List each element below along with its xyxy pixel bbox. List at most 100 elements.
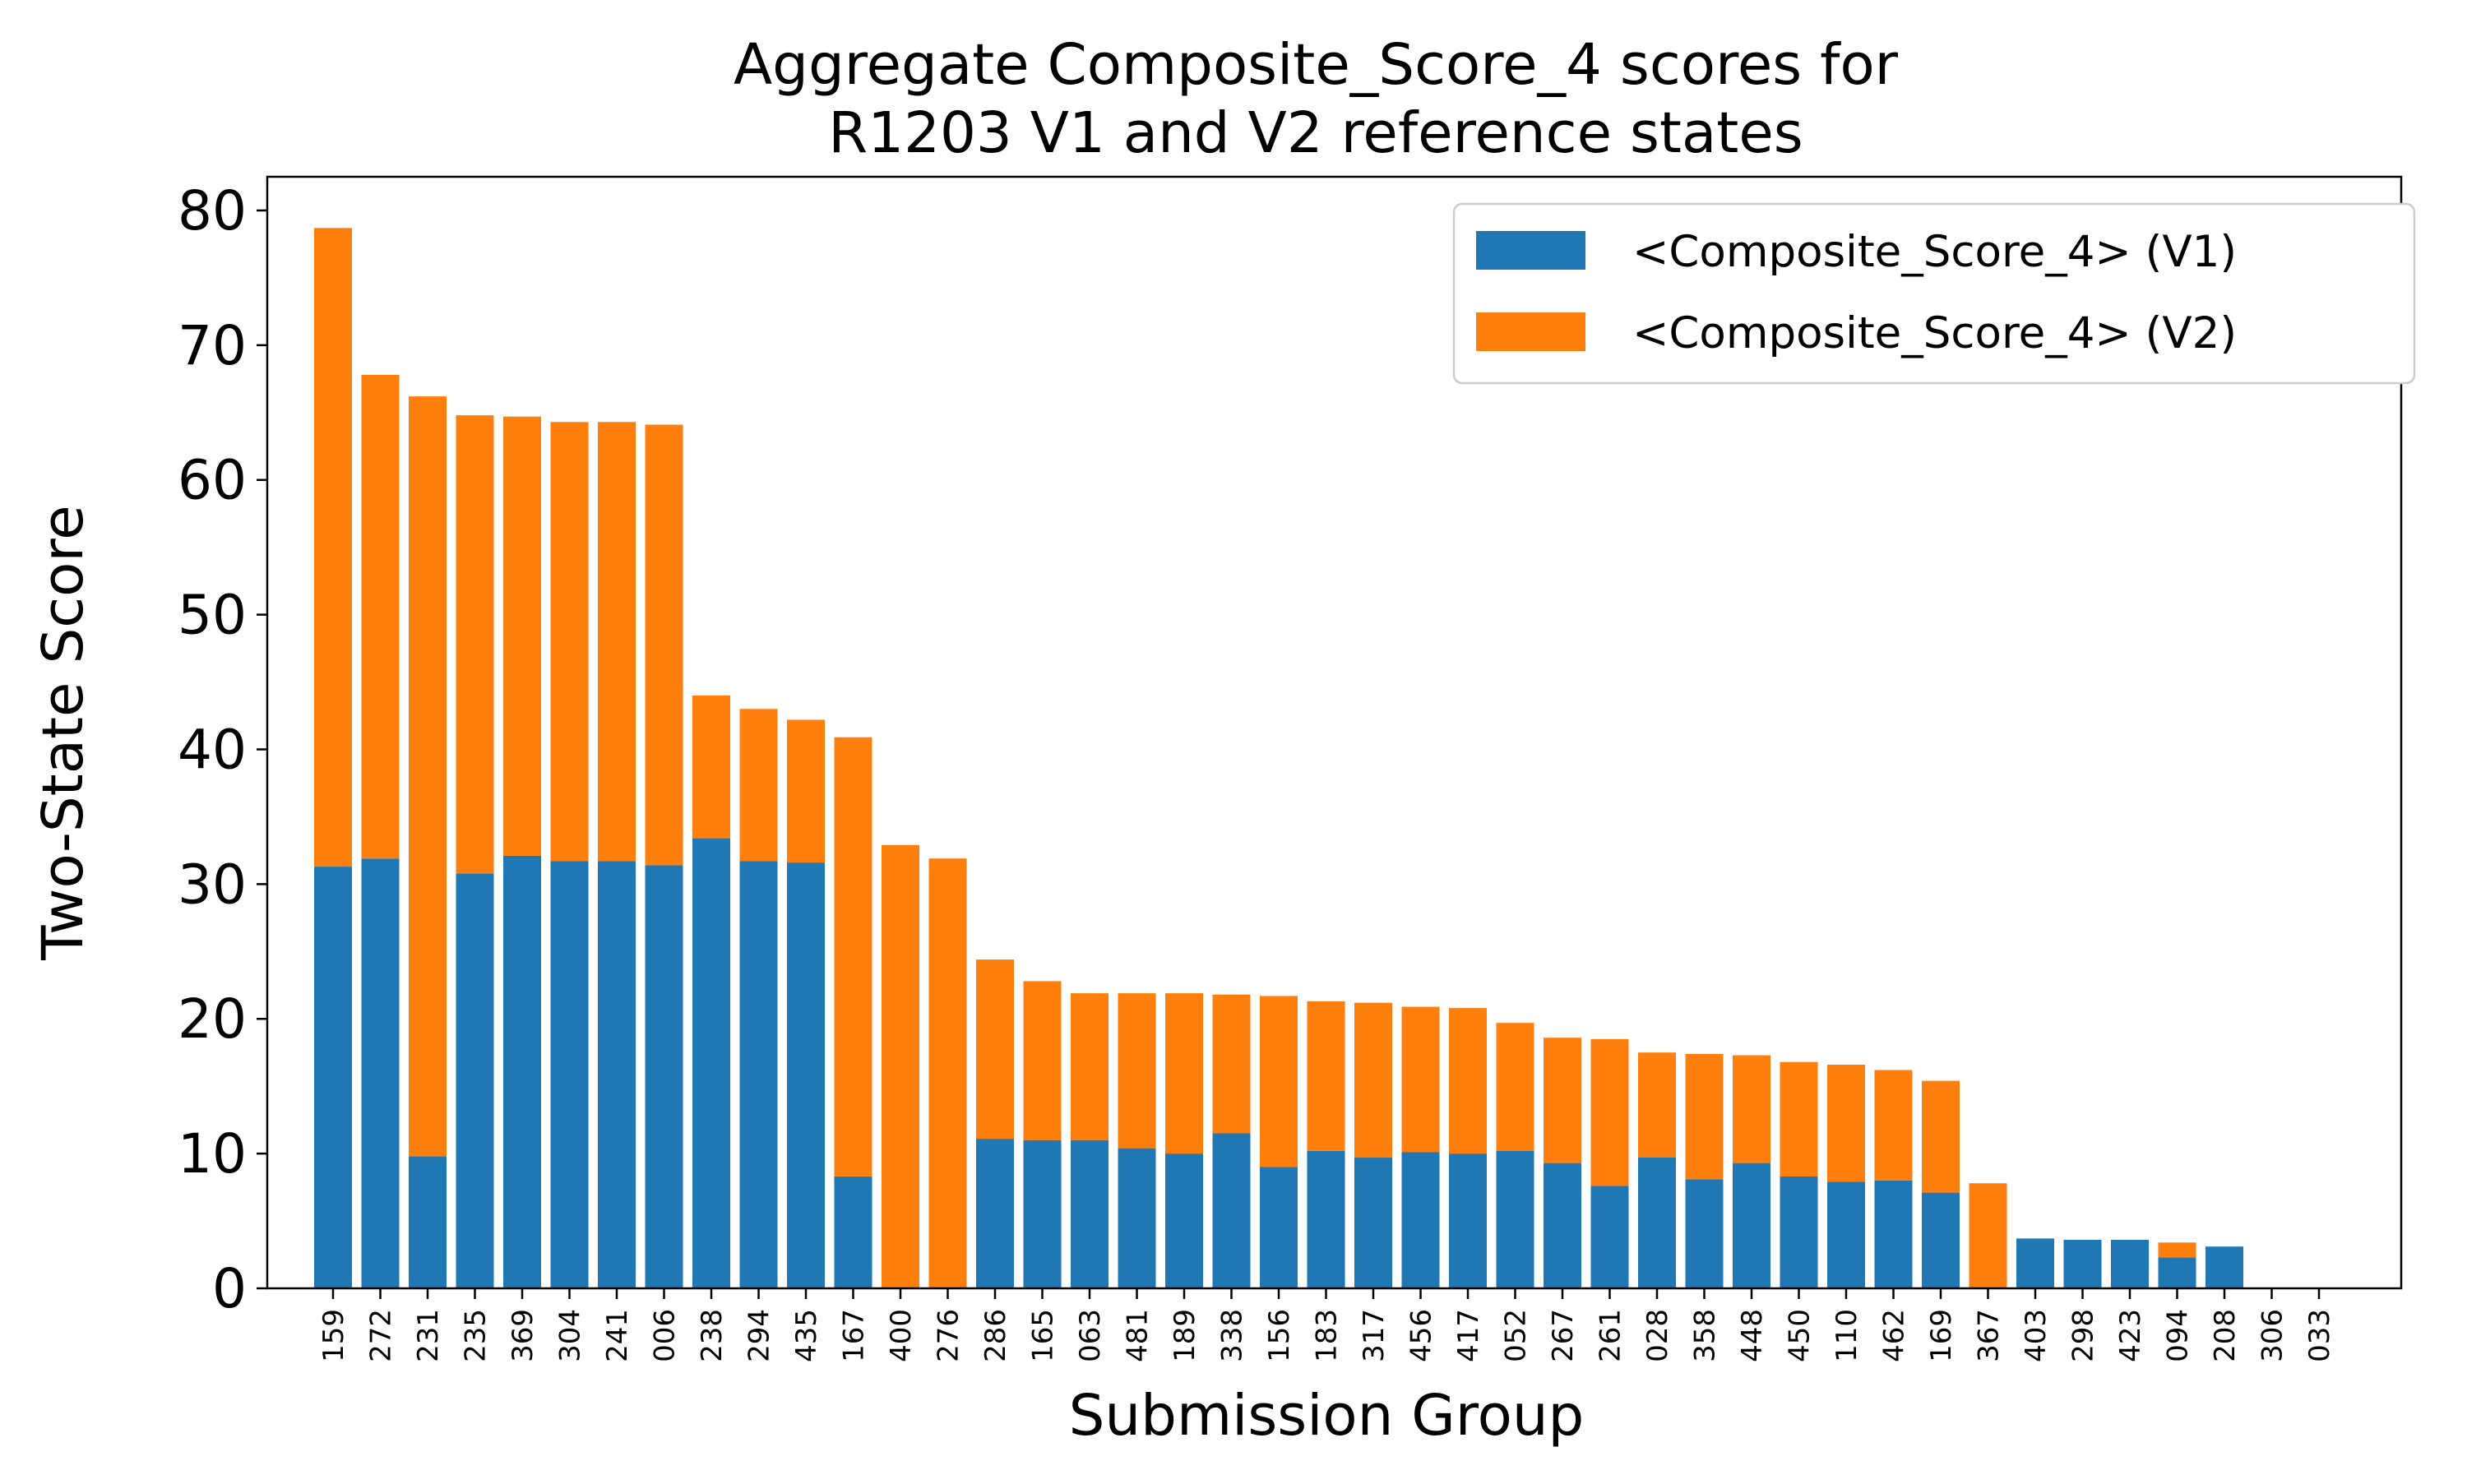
y-tick-label: 70: [178, 314, 247, 377]
bars-group: [314, 228, 2243, 1288]
bar-338-v1: [1212, 1133, 1251, 1288]
y-axis-ticks: 0 10 20 30 40 50 60 70 80: [178, 179, 267, 1320]
x-tick-label: 298: [2067, 1309, 2100, 1362]
x-tick-label: 435: [790, 1309, 823, 1362]
bar-231-v2: [409, 396, 447, 1157]
bar-094-v1: [2158, 1257, 2196, 1288]
bar-448-v1: [1733, 1163, 1770, 1288]
bar-169-v2: [1922, 1080, 1960, 1193]
x-tick-label: 450: [1784, 1309, 1817, 1362]
bar-481-v1: [1118, 1148, 1156, 1288]
legend: <Composite_Score_4> (V1) <Composite_Scor…: [1452, 202, 2416, 385]
x-tick-label: 156: [1263, 1309, 1296, 1362]
bar-435-v2: [787, 719, 825, 863]
x-tick-label: 167: [838, 1309, 871, 1362]
bar-367-v2: [1969, 1183, 2007, 1288]
bar-358-v2: [1685, 1053, 1724, 1180]
y-tick-label: 20: [178, 987, 247, 1051]
x-tick-label: 261: [1595, 1309, 1627, 1362]
x-tick-label: 241: [601, 1309, 634, 1362]
bar-261-v2: [1590, 1038, 1629, 1186]
bar-400-v2: [882, 844, 919, 1288]
y-tick-label: 60: [178, 449, 247, 512]
x-tick-label: 456: [1405, 1309, 1438, 1362]
y-tick-label: 30: [178, 853, 247, 916]
x-tick-label: 165: [1027, 1309, 1060, 1362]
x-tick-label: 400: [885, 1309, 918, 1362]
y-tick-label: 80: [178, 179, 247, 243]
x-tick-label: 006: [649, 1309, 682, 1362]
bar-450-v2: [1780, 1061, 1818, 1177]
x-tick-label: 272: [365, 1309, 398, 1362]
x-tick-label: 462: [1878, 1309, 1911, 1362]
bar-183-v2: [1307, 1001, 1345, 1151]
bar-241-v1: [598, 861, 636, 1288]
bar-294-v1: [739, 861, 778, 1288]
x-tick-label: 338: [1216, 1309, 1249, 1362]
y-axis-label: Two-State Score: [30, 505, 96, 960]
x-tick-label: 276: [933, 1309, 965, 1362]
bar-456-v1: [1401, 1152, 1440, 1288]
x-tick-label: 358: [1689, 1309, 1722, 1362]
x-tick-label: 267: [1547, 1309, 1580, 1362]
bar-267-v2: [1544, 1038, 1581, 1163]
bar-028-v2: [1638, 1052, 1676, 1158]
bar-165-v2: [1023, 981, 1062, 1140]
x-tick-label: 052: [1500, 1309, 1533, 1362]
bar-448-v2: [1733, 1055, 1770, 1163]
bar-435-v1: [787, 862, 825, 1288]
bar-156-v1: [1260, 1167, 1298, 1288]
x-tick-label: 423: [2114, 1309, 2147, 1362]
x-tick-label: 403: [2020, 1309, 2053, 1362]
x-tick-label: 304: [554, 1309, 587, 1362]
bar-369-v2: [503, 416, 541, 856]
plot-area-frame: [266, 175, 2403, 1290]
x-tick-label: 238: [696, 1309, 729, 1362]
bar-159-v2: [314, 228, 352, 867]
x-tick-label: 183: [1311, 1309, 1344, 1362]
bar-189-v2: [1165, 993, 1203, 1154]
x-tick-label: 481: [1122, 1309, 1155, 1362]
bar-063-v1: [1071, 1140, 1109, 1288]
x-tick-label: 159: [317, 1309, 350, 1362]
bar-462-v2: [1874, 1070, 1913, 1181]
bar-417-v2: [1449, 1008, 1487, 1154]
legend-swatch-v2: [1476, 312, 1585, 351]
y-tick-label: 10: [178, 1122, 247, 1186]
bar-238-v1: [692, 838, 730, 1288]
x-tick-label: 369: [507, 1309, 539, 1362]
bar-261-v1: [1590, 1186, 1629, 1288]
bar-294-v2: [739, 709, 778, 862]
legend-label-v1: <Composite_Score_4> (V1): [1632, 227, 2237, 277]
y-tick-label: 40: [178, 718, 247, 781]
bar-369-v1: [503, 855, 541, 1288]
x-tick-label: 094: [2162, 1309, 2195, 1362]
x-tick-label: 231: [412, 1309, 445, 1362]
x-tick-label: 208: [2209, 1309, 2242, 1362]
bar-317-v2: [1354, 1002, 1392, 1158]
bar-006-v1: [645, 865, 683, 1288]
x-tick-label: 235: [460, 1309, 493, 1362]
bar-231-v1: [409, 1156, 447, 1288]
x-tick-label: 189: [1169, 1309, 1201, 1362]
bar-110-v2: [1827, 1065, 1865, 1182]
bar-159-v1: [314, 867, 352, 1288]
x-tick-label: 317: [1358, 1309, 1391, 1362]
bar-403-v1: [2016, 1238, 2054, 1288]
bar-156-v2: [1260, 996, 1298, 1167]
legend-label-v2: <Composite_Score_4> (V2): [1632, 308, 2237, 358]
x-axis-label: Submission Group: [1069, 1383, 1585, 1449]
bar-272-v2: [361, 374, 400, 859]
bar-317-v1: [1354, 1158, 1392, 1288]
bar-208-v1: [2205, 1246, 2243, 1288]
x-tick-label: 417: [1452, 1309, 1485, 1362]
bar-183-v1: [1307, 1150, 1345, 1288]
x-tick-label: 294: [743, 1309, 776, 1362]
bar-167-v2: [834, 737, 872, 1177]
bar-358-v1: [1685, 1179, 1724, 1288]
bar-304-v1: [550, 861, 589, 1288]
legend-swatch-v1: [1476, 231, 1585, 270]
bar-304-v2: [550, 422, 589, 862]
bar-189-v1: [1165, 1153, 1203, 1288]
